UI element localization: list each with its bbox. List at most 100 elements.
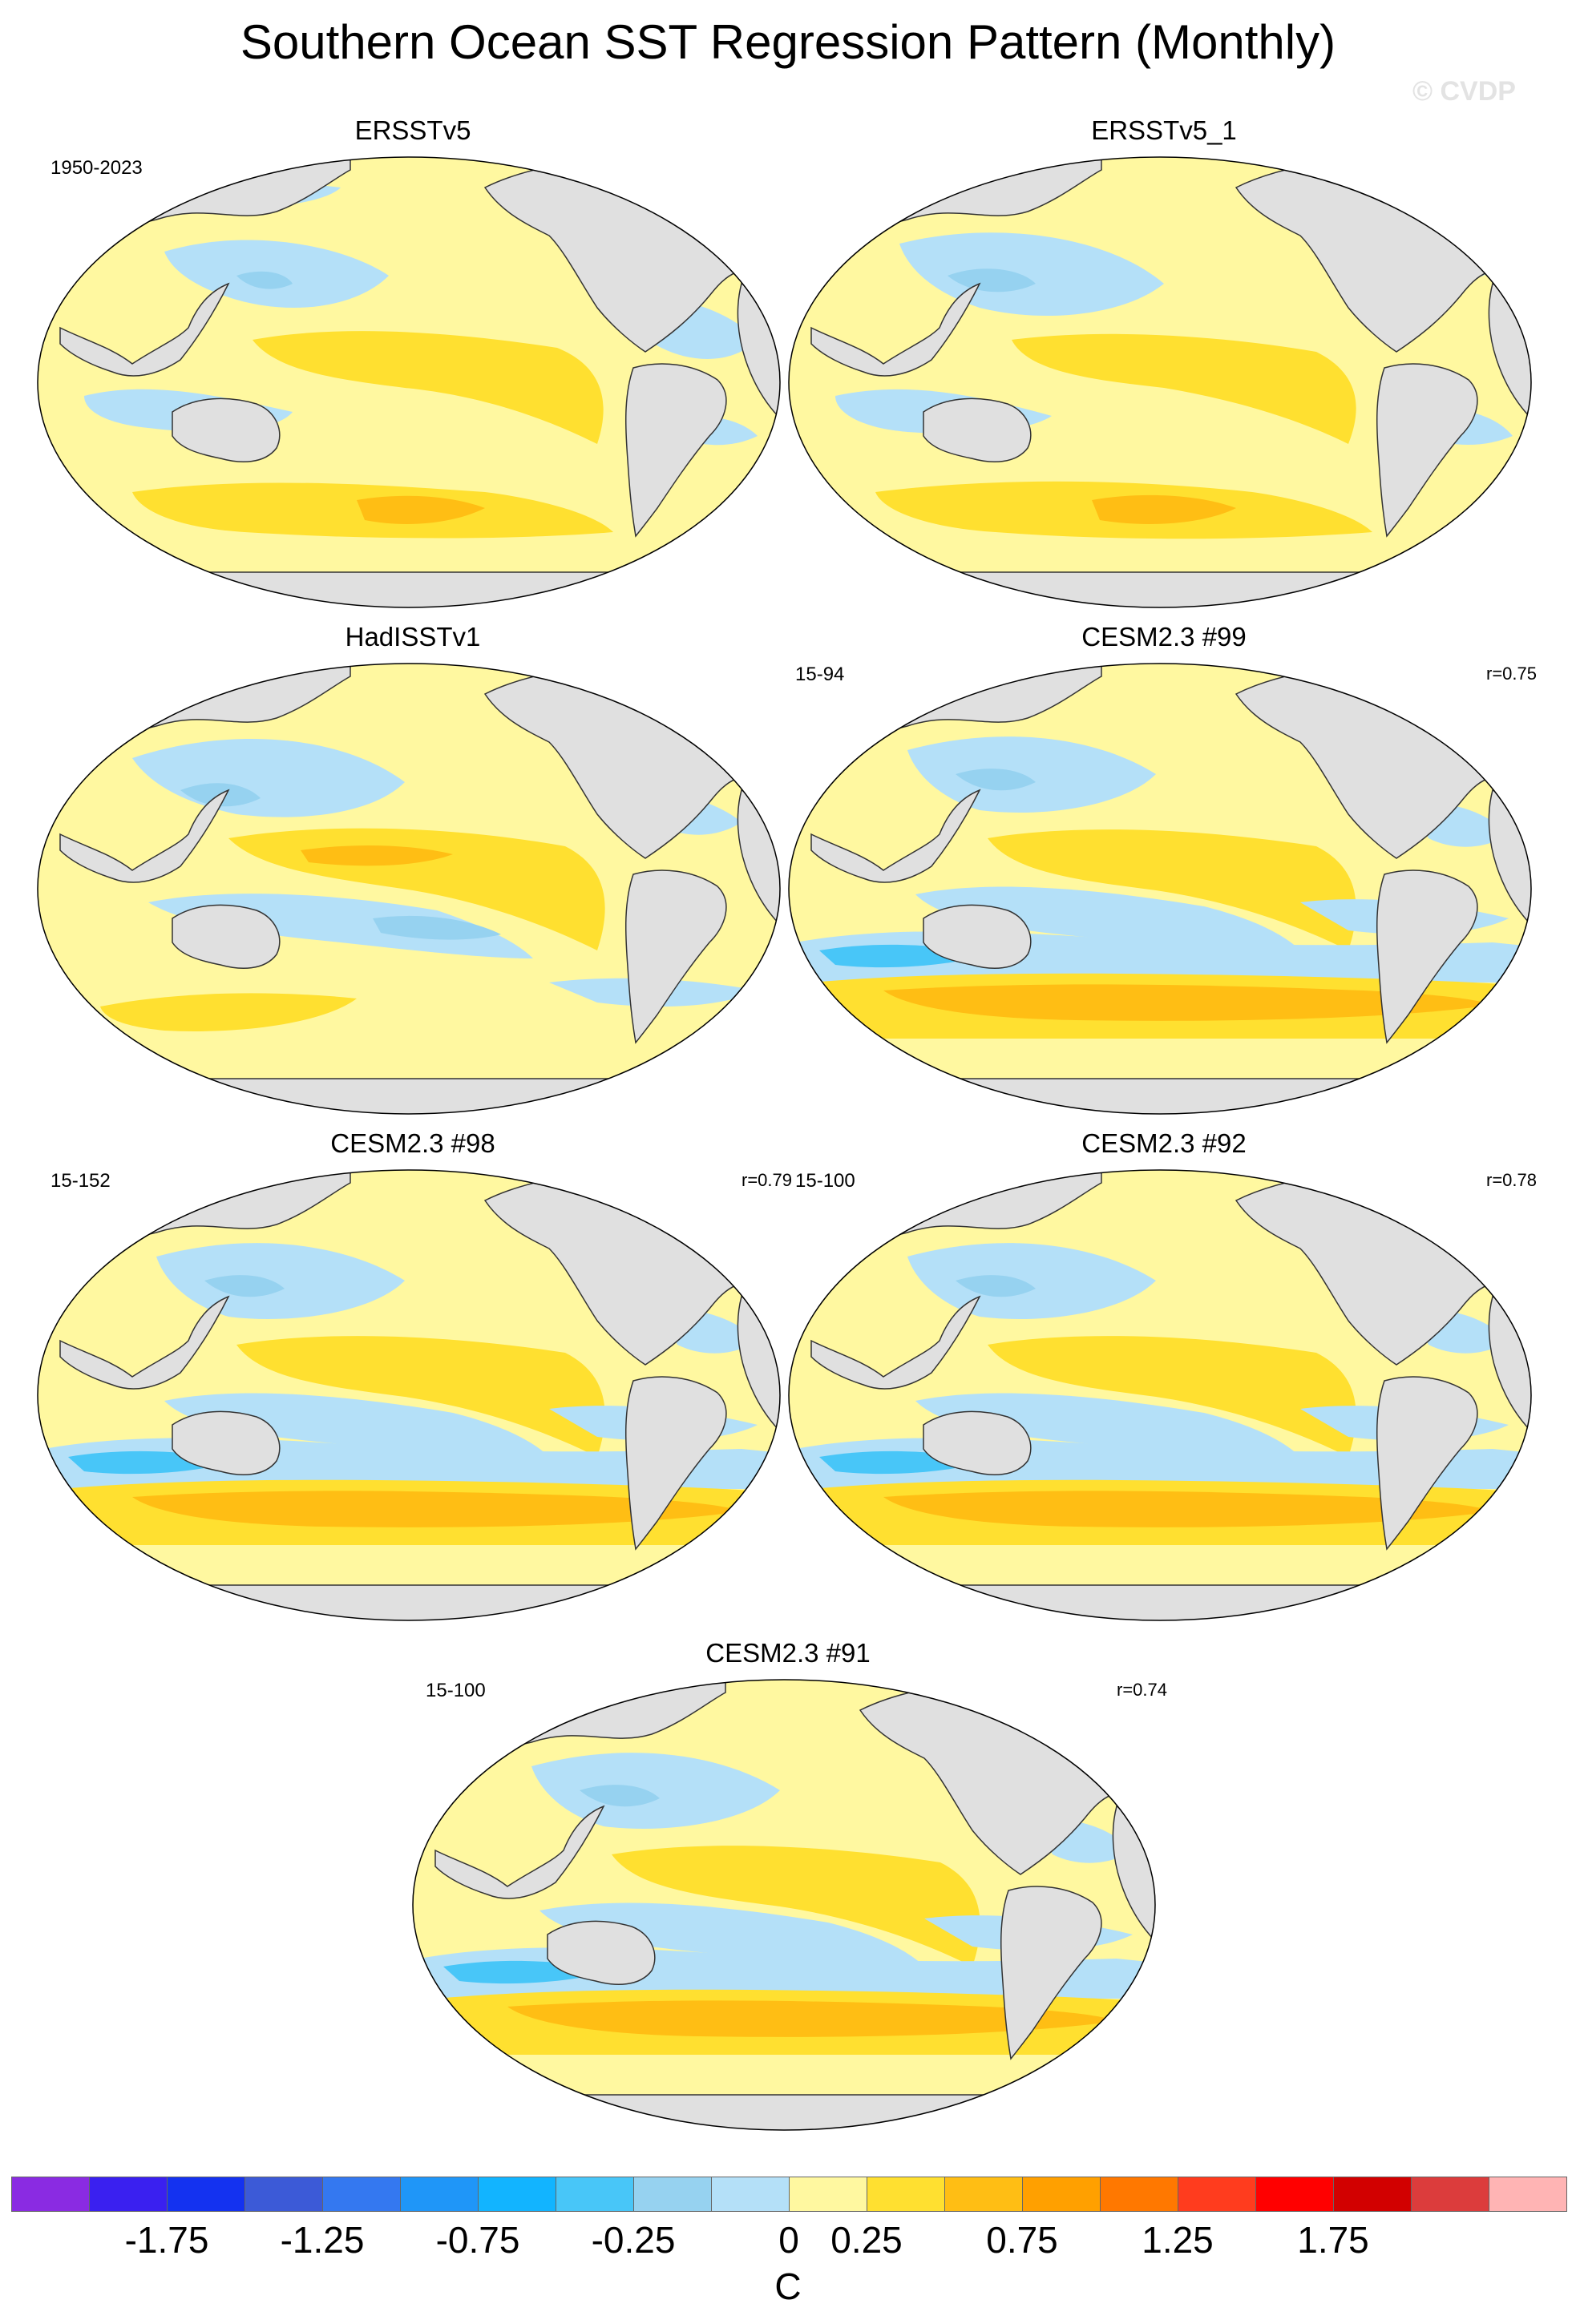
anomaly-contour	[236, 271, 293, 289]
land-australia	[172, 904, 281, 969]
colorbar-swatch	[1489, 2177, 1567, 2212]
anomaly-contour	[907, 736, 1156, 813]
anomaly-contour	[357, 495, 485, 524]
colorbar-swatch	[167, 2177, 245, 2212]
colorbar-swatch	[1255, 2177, 1334, 2212]
map-border	[788, 663, 1532, 1115]
colorbar-tick-label: 0.75	[986, 2219, 1058, 2261]
panel-title: CESM2.3 #99	[1081, 622, 1247, 652]
panel-period: 15-100	[426, 1680, 486, 1701]
colorbar-swatch	[11, 2177, 90, 2212]
colorbar-swatch	[1178, 2177, 1256, 2212]
map-panel: ERSSTv5 1950-2023	[36, 115, 790, 630]
panel-title: HadISSTv1	[345, 622, 481, 652]
colorbar-swatch	[1100, 2177, 1178, 2212]
panel-pattern-correlation: r=0.79	[742, 1170, 792, 1190]
land-australia	[923, 904, 1032, 969]
map-panel: CESM2.3 #92 15-100 r=0.78	[787, 1128, 1541, 1643]
colorbar	[11, 2177, 1567, 2213]
map-border	[412, 1679, 1156, 2131]
land-antarctica	[38, 1584, 780, 1620]
colorbar-swatch	[633, 2177, 712, 2212]
panel-title: CESM2.3 #98	[330, 1128, 495, 1158]
sst-regression-map	[788, 156, 1532, 608]
anomaly-contour	[907, 1243, 1156, 1319]
land-south-america	[1376, 869, 1478, 1044]
panel-pattern-correlation: r=0.75	[1486, 664, 1537, 684]
anomaly-contour	[507, 2000, 1117, 2037]
anomaly-contour	[531, 1753, 780, 1829]
land-australia	[923, 397, 1032, 462]
anomaly-contour	[956, 769, 1036, 791]
anomaly-contour	[915, 886, 1300, 950]
map-panel: CESM2.3 #99 15-94 r=0.75	[787, 622, 1541, 1136]
colorbar-units: C	[774, 2265, 802, 2307]
land-south-america	[1376, 363, 1478, 538]
anomaly-contour	[988, 829, 1356, 950]
anomaly-contour	[100, 993, 357, 1031]
anomaly-contour	[988, 1336, 1356, 1457]
colorbar-swatch	[1333, 2177, 1412, 2212]
land-australia	[172, 397, 281, 462]
anomaly-contour	[301, 845, 453, 866]
anomaly-contour	[883, 984, 1493, 1021]
colorbar-swatch	[867, 2177, 945, 2212]
land-south-america	[624, 1376, 727, 1551]
colorbar-swatch	[556, 2177, 634, 2212]
colorbar-swatch	[322, 2177, 401, 2212]
anomaly-contour	[156, 1243, 405, 1319]
map-border	[37, 1169, 781, 1621]
anomaly-contour	[956, 1275, 1036, 1297]
anomaly-contour	[1012, 333, 1356, 444]
colorbar-swatch	[400, 2177, 479, 2212]
anomaly-contour	[612, 1846, 980, 1967]
land-antarctica	[789, 1078, 1531, 1114]
map-border	[788, 156, 1532, 608]
sst-regression-map	[37, 156, 781, 608]
figure-title: Southern Ocean SST Regression Pattern (M…	[240, 15, 1336, 69]
land-antarctica	[413, 2094, 1155, 2130]
sst-regression-map	[788, 663, 1532, 1115]
land-antarctica	[38, 571, 780, 607]
land-australia	[172, 1410, 281, 1475]
colorbar-swatch	[944, 2177, 1023, 2212]
panel-period: 15-94	[795, 664, 845, 685]
land-antarctica	[789, 571, 1531, 607]
colorbar-swatch	[1022, 2177, 1101, 2212]
map-panel: ERSSTv5_1	[787, 115, 1541, 630]
land-south-america	[624, 869, 727, 1044]
anomaly-contour	[915, 1393, 1300, 1457]
watermark: © CVDP	[1412, 76, 1516, 107]
colorbar-tick-label: 1.75	[1297, 2219, 1369, 2261]
colorbar-swatch	[89, 2177, 168, 2212]
land-south-america	[624, 363, 727, 538]
anomaly-contour	[253, 331, 604, 444]
sst-regression-map	[788, 1169, 1532, 1621]
colorbar-tick-label: 1.25	[1142, 2219, 1214, 2261]
land-australia	[923, 1410, 1032, 1475]
anomaly-contour	[132, 1491, 742, 1527]
panel-period: 1950-2023	[51, 157, 143, 179]
map-panel: CESM2.3 #91 15-100 r=0.74	[411, 1638, 1167, 2153]
colorbar-swatch	[1411, 2177, 1489, 2212]
anomaly-contour	[883, 1491, 1493, 1527]
anomaly-contour	[539, 1902, 924, 1967]
sst-regression-map	[37, 1169, 781, 1621]
anomaly-contour	[1092, 494, 1236, 524]
sst-regression-map	[37, 663, 781, 1115]
panel-title: CESM2.3 #92	[1081, 1128, 1247, 1158]
colorbar-swatch	[478, 2177, 556, 2212]
anomaly-contour	[580, 1785, 660, 1807]
panel-title: ERSSTv5_1	[1091, 115, 1237, 145]
land-south-america	[1000, 1886, 1102, 2060]
colorbar-tick-label: -1.75	[124, 2219, 209, 2261]
map-border	[37, 156, 781, 608]
anomaly-contour	[373, 915, 501, 940]
map-border	[788, 1169, 1532, 1621]
panel-title: CESM2.3 #91	[705, 1638, 871, 1668]
anomaly-contour	[204, 1275, 285, 1297]
panel-pattern-correlation: r=0.78	[1486, 1170, 1537, 1190]
colorbar-swatch	[789, 2177, 867, 2212]
colorbar-tick-label: -0.25	[591, 2219, 676, 2261]
anomaly-contour	[236, 1336, 605, 1457]
